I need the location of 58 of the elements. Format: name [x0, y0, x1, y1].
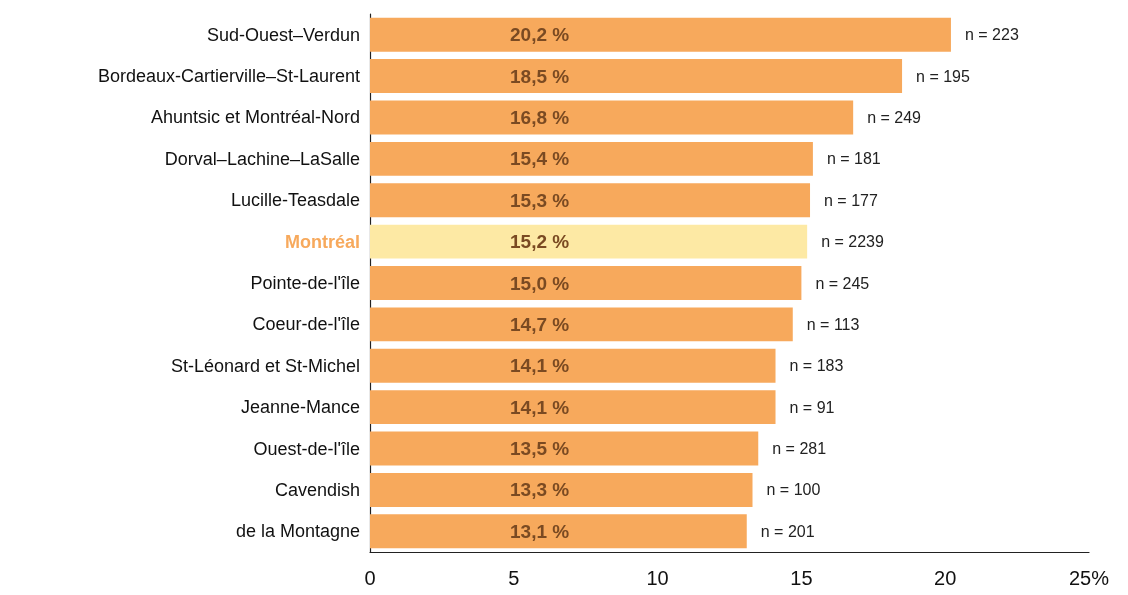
bar: [370, 224, 808, 259]
data-label: 14,1 %: [510, 396, 570, 418]
x-tick-label: 25%: [1068, 567, 1110, 589]
y-tick-label: St-Léonard et St-Michel: [170, 355, 360, 376]
data-label: 15,3 %: [510, 189, 570, 211]
data-label: 15,2 %: [510, 231, 570, 253]
bar: [370, 17, 951, 52]
data-label: 18,5 %: [510, 65, 570, 87]
bar: [370, 141, 813, 176]
data-label: 14,1 %: [510, 355, 570, 377]
x-tick-label: 15: [790, 567, 813, 589]
y-tick-label: de la Montagne: [235, 521, 360, 542]
bar: [370, 390, 776, 425]
y-tick-label: Montréal: [284, 231, 360, 252]
annotation: n = 223: [964, 26, 1019, 44]
y-tick-label: Bordeaux-Cartierville–St-Laurent: [97, 66, 360, 87]
data-label: 13,1 %: [510, 520, 570, 542]
bar: [370, 307, 793, 342]
data-label: 15,0 %: [510, 272, 570, 294]
bar: [370, 59, 903, 94]
y-tick-label: Pointe-de-l'île: [250, 273, 360, 293]
data-label: 16,8 %: [510, 106, 570, 128]
y-tick-label: Cavendish: [274, 479, 360, 500]
y-tick-label: Lucille-Teasdale: [230, 190, 360, 211]
y-tick-label: Sud-Ouest–Verdun: [206, 24, 360, 45]
data-label: 13,5 %: [510, 438, 570, 460]
data-label: 13,3 %: [510, 479, 570, 501]
annotation: n = 281: [772, 440, 827, 458]
y-tick-label: Jeanne-Mance: [240, 397, 360, 418]
bar: [370, 266, 802, 300]
annotation: n = 91: [789, 398, 835, 416]
bar: [370, 183, 811, 218]
annotation: n = 249: [867, 108, 922, 126]
x-tick-label: 10: [646, 567, 669, 589]
bar: [370, 100, 854, 135]
y-tick-label: Ouest-de-l'île: [253, 438, 360, 459]
y-tick-label: Ahuntsic et Montréal-Nord: [150, 107, 360, 128]
annotation: n = 183: [789, 357, 844, 375]
annotation: n = 100: [766, 481, 821, 499]
bar: [370, 472, 753, 507]
annotation: n = 177: [824, 191, 878, 209]
annotation: n = 195: [916, 67, 970, 85]
y-tick-label: Dorval–Lachine–LaSalle: [164, 148, 360, 169]
data-label: 14,7 %: [510, 313, 570, 335]
x-tick-label: 20: [934, 567, 957, 589]
annotation: n = 245: [815, 274, 870, 292]
x-tick-label: 0: [364, 567, 376, 589]
bar: [370, 514, 747, 549]
annotation: n = 181: [826, 150, 881, 168]
data-label: 20,2 %: [510, 24, 570, 46]
bar: [370, 431, 759, 466]
y-tick-label: Coeur-de-l'île: [252, 314, 360, 335]
x-tick-label: 5: [508, 567, 520, 589]
annotation: n = 113: [806, 315, 860, 333]
annotation: n = 201: [760, 522, 815, 540]
annotation: n = 2239: [821, 233, 884, 251]
data-label: 15,4 %: [510, 148, 570, 170]
bar: [370, 348, 776, 383]
